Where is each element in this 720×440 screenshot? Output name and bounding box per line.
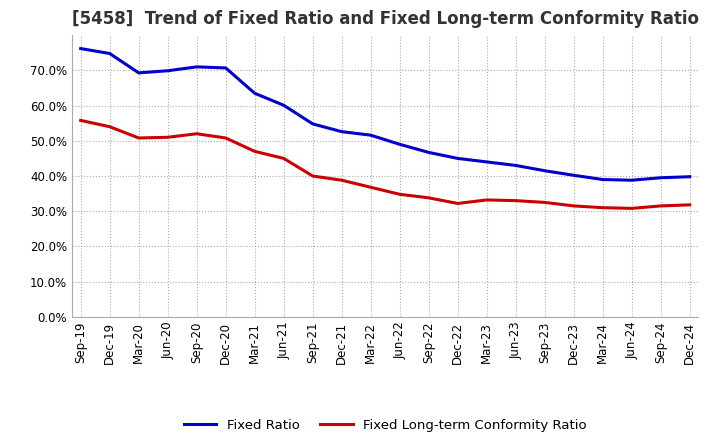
Fixed Ratio [366,132,375,138]
Line: Fixed Long-term Conformity Ratio: Fixed Long-term Conformity Ratio [81,121,690,209]
Fixed Ratio [541,168,549,173]
Fixed Long-term Conformity Ratio [366,185,375,190]
Fixed Long-term Conformity Ratio [221,136,230,141]
Fixed Ratio [163,68,172,73]
Fixed Long-term Conformity Ratio [395,192,404,197]
Fixed Ratio [279,103,288,108]
Fixed Long-term Conformity Ratio [105,124,114,129]
Fixed Ratio [570,172,578,178]
Fixed Long-term Conformity Ratio [279,156,288,161]
Fixed Long-term Conformity Ratio [482,197,491,202]
Fixed Ratio [685,174,694,180]
Title: [5458]  Trend of Fixed Ratio and Fixed Long-term Conformity Ratio: [5458] Trend of Fixed Ratio and Fixed Lo… [72,10,698,28]
Fixed Long-term Conformity Ratio [511,198,520,203]
Fixed Ratio [627,178,636,183]
Fixed Long-term Conformity Ratio [251,149,259,154]
Fixed Ratio [338,129,346,134]
Fixed Long-term Conformity Ratio [308,173,317,179]
Fixed Long-term Conformity Ratio [192,131,201,136]
Fixed Long-term Conformity Ratio [598,205,607,210]
Fixed Ratio [657,175,665,180]
Fixed Ratio [105,51,114,56]
Fixed Long-term Conformity Ratio [454,201,462,206]
Fixed Ratio [221,65,230,70]
Fixed Ratio [76,46,85,51]
Fixed Ratio [482,159,491,165]
Fixed Ratio [511,163,520,168]
Line: Fixed Ratio: Fixed Ratio [81,48,690,180]
Fixed Long-term Conformity Ratio [685,202,694,208]
Fixed Long-term Conformity Ratio [627,206,636,211]
Fixed Long-term Conformity Ratio [338,178,346,183]
Fixed Long-term Conformity Ratio [424,195,433,201]
Fixed Long-term Conformity Ratio [541,200,549,205]
Fixed Ratio [308,121,317,127]
Fixed Ratio [424,150,433,155]
Fixed Long-term Conformity Ratio [163,135,172,140]
Fixed Ratio [395,142,404,147]
Fixed Ratio [454,156,462,161]
Fixed Ratio [251,91,259,96]
Fixed Long-term Conformity Ratio [76,118,85,123]
Fixed Long-term Conformity Ratio [570,203,578,209]
Fixed Long-term Conformity Ratio [135,136,143,141]
Fixed Ratio [598,177,607,182]
Fixed Long-term Conformity Ratio [657,203,665,209]
Legend: Fixed Ratio, Fixed Long-term Conformity Ratio: Fixed Ratio, Fixed Long-term Conformity … [179,414,592,437]
Fixed Ratio [192,64,201,70]
Fixed Ratio [135,70,143,76]
